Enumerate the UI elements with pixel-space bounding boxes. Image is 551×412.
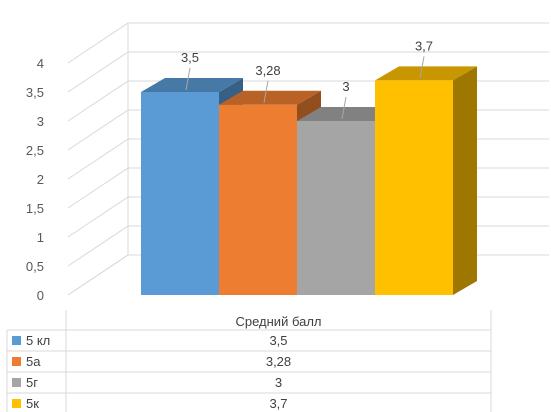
data-table: Средний балл 5 кл 3,5 5а 3,28 5г 3 5к 3,7 bbox=[6, 310, 492, 412]
y-tick-label: 2,5 bbox=[26, 143, 44, 158]
series-name: 5к bbox=[26, 396, 39, 411]
series-name: 5а bbox=[26, 354, 41, 369]
y-tick-label: 1,5 bbox=[26, 201, 44, 216]
bar-front bbox=[297, 121, 375, 295]
bar-front bbox=[141, 92, 219, 295]
table-row: 5к 3,7 bbox=[12, 396, 288, 411]
data-label-1: 3,5 bbox=[181, 50, 199, 65]
bar-top bbox=[219, 90, 321, 105]
bar-side bbox=[453, 66, 477, 296]
category-label: Средний балл bbox=[235, 314, 321, 329]
gridline bbox=[67, 22, 549, 64]
y-tick-label: 3 bbox=[37, 114, 44, 129]
data-labels: 3,5 3,28 3 3,7 bbox=[181, 38, 433, 120]
series-name: 5г bbox=[26, 375, 38, 390]
y-tick-label: 0 bbox=[37, 288, 44, 303]
bar-top bbox=[297, 107, 399, 121]
table-row: 5г 3 bbox=[12, 375, 282, 390]
data-label-4: 3,7 bbox=[415, 38, 433, 53]
leader-line bbox=[341, 96, 347, 120]
y-axis-ticks: 0 0,5 1 1,5 2 2,5 3 3,5 4 bbox=[26, 56, 44, 303]
bar-top bbox=[141, 78, 243, 92]
y-tick-label: 4 bbox=[37, 56, 44, 71]
table-value: 3,28 bbox=[266, 354, 291, 369]
table-value: 3 bbox=[275, 375, 282, 390]
y-tick-label: 1 bbox=[37, 230, 44, 245]
data-label-3: 3 bbox=[342, 79, 349, 94]
leader-line bbox=[185, 67, 191, 91]
table-value: 3,7 bbox=[269, 396, 287, 411]
y-tick-label: 2 bbox=[37, 172, 44, 187]
leader-line bbox=[263, 80, 269, 103]
table-row: 5 кл 3,5 bbox=[12, 333, 288, 348]
bar-4 bbox=[375, 66, 477, 296]
data-label-2: 3,28 bbox=[255, 63, 280, 78]
bar-front bbox=[375, 80, 453, 296]
table-row: 5а 3,28 bbox=[12, 354, 291, 369]
gridlines bbox=[67, 22, 549, 296]
series-name: 5 кл bbox=[26, 333, 50, 348]
legend-key bbox=[12, 336, 21, 345]
bars bbox=[141, 66, 477, 296]
bar-front bbox=[219, 104, 297, 295]
bar-top bbox=[375, 66, 477, 81]
y-tick-label: 0,5 bbox=[26, 259, 44, 274]
legend-key bbox=[12, 378, 21, 387]
gridline bbox=[67, 51, 549, 93]
legend-key bbox=[12, 399, 21, 408]
y-tick-label: 3,5 bbox=[26, 85, 44, 100]
table-value: 3,5 bbox=[269, 333, 287, 348]
legend-key bbox=[12, 357, 21, 366]
leader-line bbox=[419, 56, 425, 79]
